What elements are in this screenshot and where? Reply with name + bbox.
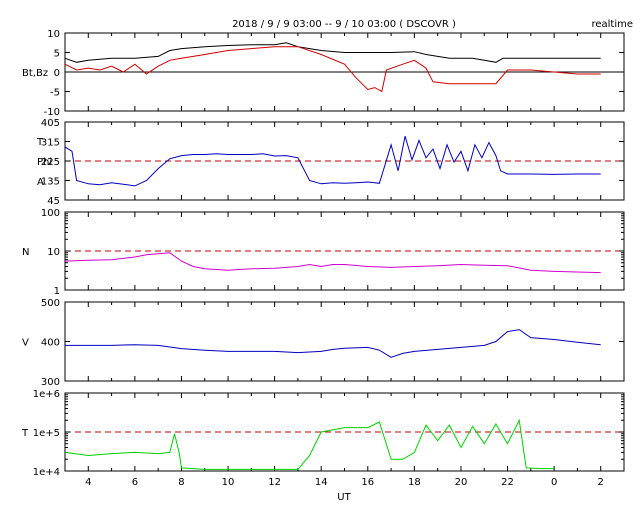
y-tick-label: 0 [54,68,60,79]
x-axis-label: UT [337,492,351,503]
y-tick-label: 100 [41,208,60,219]
y-tick-label: 300 [41,377,60,388]
series-v [65,329,601,358]
y-axis-label: Bt,Bz [22,68,48,79]
panel-phi: 45 135 225 315 405 T Phi A [36,118,625,207]
x-tick-label: 6 [132,477,138,488]
x-tick-label: 18 [408,477,421,488]
x-tick-label: 4 [85,477,91,488]
y-tick-label: 10 [47,247,60,258]
y-tick-label: 225 [41,157,60,168]
series-t [64,418,555,470]
series-bt [64,42,601,63]
y-tick-label: 500 [41,298,60,309]
x-tick-label: 22 [501,477,514,488]
y-axis-label: T [21,428,29,439]
y-tick-label: 405 [41,118,60,129]
x-tick-label: 10 [222,477,235,488]
series-n [64,252,601,274]
y-tick-label: 1 [54,286,60,297]
y-axis-label: V [22,338,29,349]
y-tick-label: -5 [50,88,60,99]
x-tick-label: 14 [315,477,328,488]
x-tick-label: 16 [361,477,374,488]
panel-frame [64,301,625,382]
panel-temperature: 1e+4 1e+5 1e+6 T [21,389,625,478]
panel-density: 1 10 100 N [22,208,625,297]
y-tick-label: 1e+4 [33,467,60,478]
y-tick-label: 400 [41,338,60,349]
y-tick-label: -10 [44,107,60,118]
x-tick-label: 2 [598,477,604,488]
y-tick-label: 1e+5 [33,428,60,439]
y-tick-label: 45 [47,196,60,207]
y-axis-label: N [22,247,29,258]
y-axis-label: Phi [37,157,52,168]
x-tick-label: 12 [268,477,281,488]
y-axis-label: A [37,177,44,188]
chart-panels: -10-50510Bt,Bz45135225315405TPhiA110100N… [21,29,625,488]
y-tick-label: 10 [47,29,60,40]
chart-title: 2018 / 9 / 9 03:00 -- 9 / 10 03:00 ( DSC… [232,19,456,30]
y-axis-label: T [36,137,44,148]
panel-bfield: -10 -5 0 5 10 Bt,Bz [22,29,625,118]
x-tick-label: 20 [455,477,468,488]
x-tick-label: 8 [178,477,184,488]
y-tick-label: 135 [41,177,60,188]
y-tick-label: 1e+6 [33,389,60,400]
realtime-label: realtime [591,19,633,30]
panel-speed: 300 400 500 V [22,298,625,388]
series-phi [64,135,601,187]
y-tick-label: 315 [41,138,60,149]
x-tick-label: 0 [551,477,557,488]
y-tick-label: 5 [54,49,60,60]
series-bz [64,46,601,93]
